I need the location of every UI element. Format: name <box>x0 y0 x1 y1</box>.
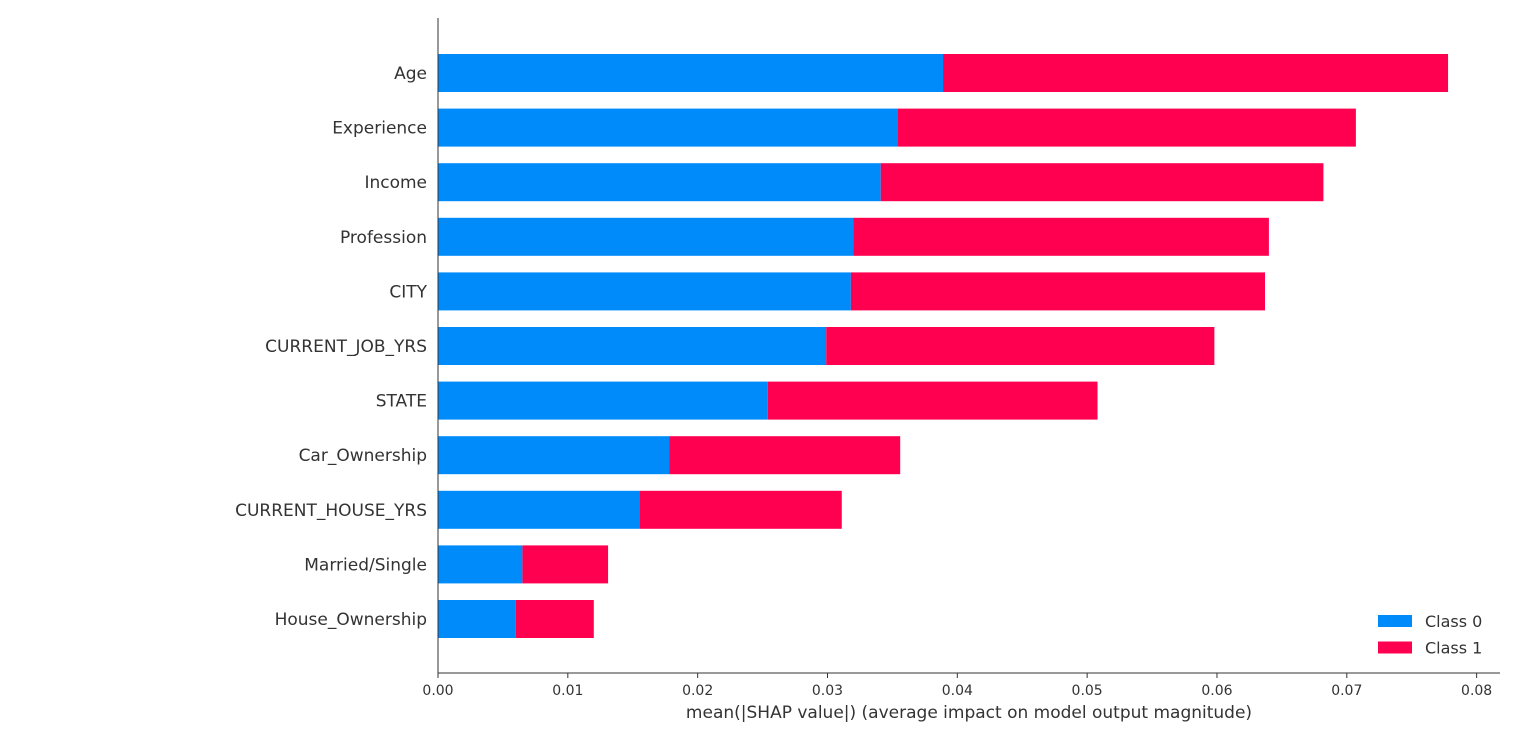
category-label: CURRENT_JOB_YRS <box>265 337 427 357</box>
bar-city-class-1 <box>850 272 1266 311</box>
category-label: Profession <box>340 228 427 248</box>
category-label: Income <box>364 173 427 193</box>
bar-state-class-0 <box>438 381 768 420</box>
bar-profession-class-0 <box>438 217 854 256</box>
bar-city-class-0 <box>438 272 851 311</box>
bar-age-class-0 <box>438 54 944 92</box>
legend-label: Class 1 <box>1425 639 1482 658</box>
bar-current-house-yrs-class-1 <box>639 490 842 529</box>
x-tick-label: 0.06 <box>1201 683 1232 699</box>
category-label: CITY <box>389 282 427 302</box>
bar-car-ownership-class-1 <box>669 436 901 475</box>
x-ticks-group: 0.00 0.01 0.02 0.03 0.04 0.05 0.06 0.07 0.08 <box>422 673 1492 699</box>
bar-state-class-1 <box>767 381 1098 420</box>
legend-label: Class 0 <box>1425 612 1482 631</box>
bar-married-single-class-0 <box>438 545 523 584</box>
x-tick-label: 0.07 <box>1331 683 1362 699</box>
category-label: CURRENT_HOUSE_YRS <box>235 501 427 521</box>
x-tick-label: 0.08 <box>1461 683 1492 699</box>
legend-swatch <box>1378 615 1412 627</box>
x-tick-label: 0.01 <box>552 683 583 699</box>
x-tick-label: 0.05 <box>1072 683 1103 699</box>
x-tick-label: 0.04 <box>942 683 973 699</box>
x-tick-label: 0.02 <box>682 683 713 699</box>
bar-car-ownership-class-0 <box>438 436 670 475</box>
x-tick-label: 0.00 <box>422 683 453 699</box>
x-tick-label: 0.03 <box>812 683 843 699</box>
bar-house-ownership-class-0 <box>438 600 516 638</box>
x-axis-label: mean(|SHAP value|) (average impact on mo… <box>686 703 1252 723</box>
bar-house-ownership-class-1 <box>515 600 594 638</box>
bars-group <box>438 54 1449 638</box>
category-label: Married/Single <box>304 555 427 575</box>
category-labels-group: Age Experience Income Profession CITY CURRENT… <box>235 64 428 630</box>
bar-married-single-class-1 <box>522 545 609 584</box>
bar-current-job-yrs-class-0 <box>438 327 827 365</box>
category-label: Car_Ownership <box>299 446 427 466</box>
category-label: STATE <box>376 392 427 412</box>
bar-income-class-0 <box>438 163 881 202</box>
category-label: Age <box>394 64 427 84</box>
bar-profession-class-1 <box>853 217 1269 256</box>
bar-income-class-1 <box>880 163 1324 202</box>
legend: Class 0 Class 1 <box>1378 612 1482 658</box>
legend-swatch <box>1378 641 1412 654</box>
category-label: House_Ownership <box>275 610 427 630</box>
bar-experience-class-1 <box>897 108 1356 147</box>
category-label: Experience <box>332 119 427 139</box>
bar-current-house-yrs-class-0 <box>438 490 640 529</box>
bar-current-job-yrs-class-1 <box>826 327 1215 365</box>
bar-age-class-1 <box>943 54 1449 92</box>
bar-experience-class-0 <box>438 108 898 147</box>
